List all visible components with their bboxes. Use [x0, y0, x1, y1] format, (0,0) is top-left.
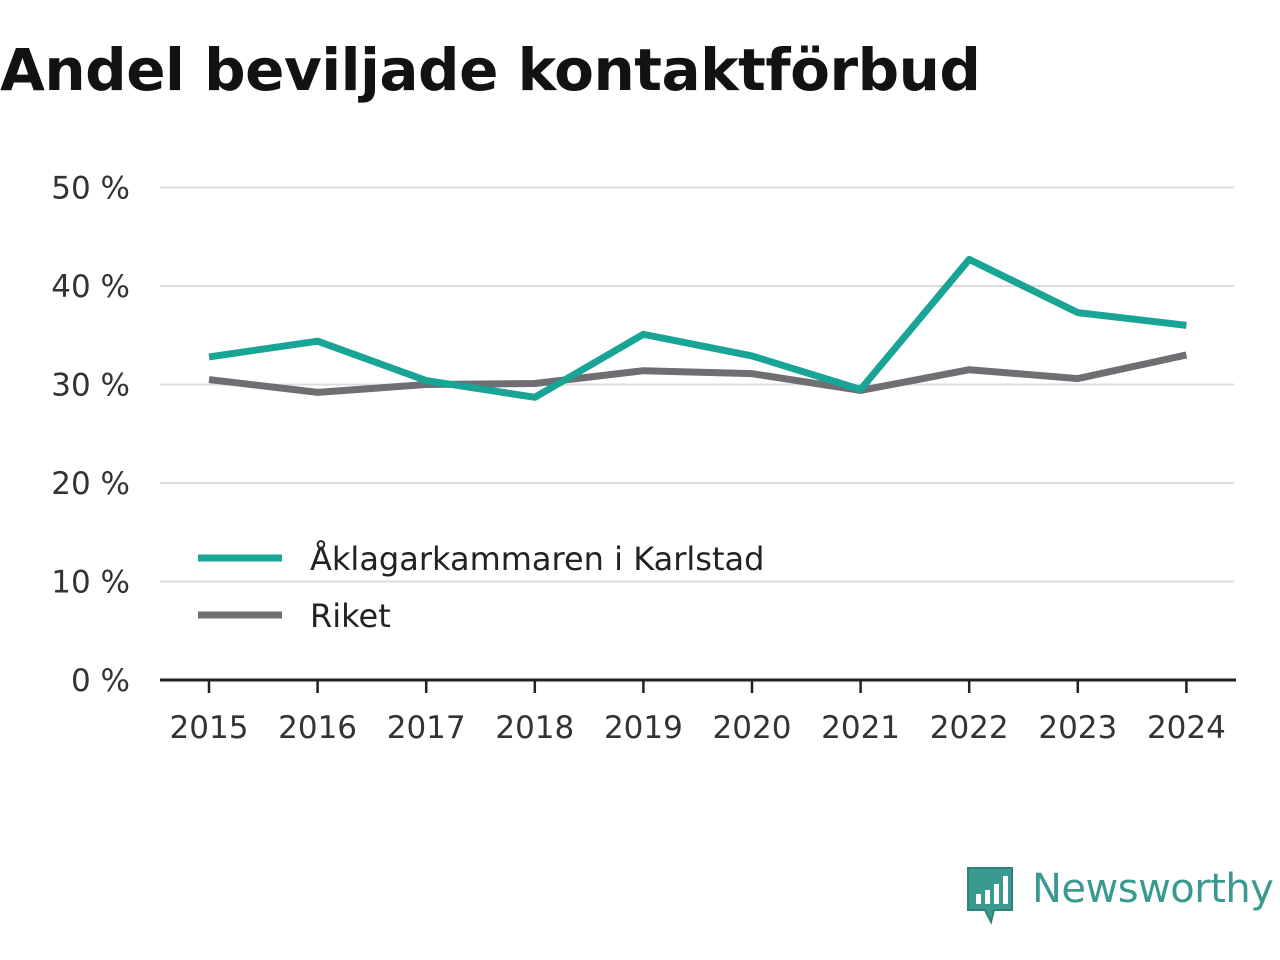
newsworthy-logo-text: Newsworthy — [1032, 866, 1274, 912]
y-axis-ticks: 0 % 10 % 20 % 30 % 40 % 50 % — [51, 171, 130, 700]
y-tick-label: 50 % — [51, 171, 130, 207]
newsworthy-logo-icon — [967, 867, 1013, 925]
x-tick-label: 2024 — [1147, 710, 1226, 746]
series-lines — [208, 255, 1188, 401]
series-line-karlstad — [208, 255, 1187, 401]
y-tick-label: 30 % — [51, 368, 130, 404]
x-tick-label: 2021 — [821, 710, 900, 746]
y-tick-label: 10 % — [51, 565, 130, 601]
legend-label: Riket — [310, 597, 391, 635]
y-tick-label: 0 % — [71, 663, 130, 699]
x-tick-label: 2018 — [495, 710, 574, 746]
x-tick-label: 2016 — [278, 710, 357, 746]
x-tick-label: 2020 — [713, 710, 792, 746]
x-tick-label: 2017 — [387, 710, 466, 746]
legend: Åklagarkammaren i Karlstad Riket — [198, 540, 764, 635]
legend-label: Åklagarkammaren i Karlstad — [310, 540, 764, 578]
x-tick-label: 2019 — [604, 710, 683, 746]
x-tick-label: 2022 — [930, 710, 1009, 746]
x-axis: 2015 2016 2017 2018 2019 2020 2021 2022 2023 2024 — [160, 678, 1236, 746]
series-line-riket — [208, 351, 1188, 396]
newsworthy-logo: Newsworthy — [964, 864, 1280, 930]
x-tick-label: 2023 — [1038, 710, 1117, 746]
legend-background — [185, 530, 831, 580]
grid-lines — [160, 186, 1234, 583]
y-tick-label: 20 % — [51, 466, 130, 502]
chart-title: Andel beviljade kontaktförbud — [0, 36, 981, 104]
y-tick-label: 40 % — [51, 269, 130, 305]
x-tick-label: 2015 — [170, 710, 249, 746]
